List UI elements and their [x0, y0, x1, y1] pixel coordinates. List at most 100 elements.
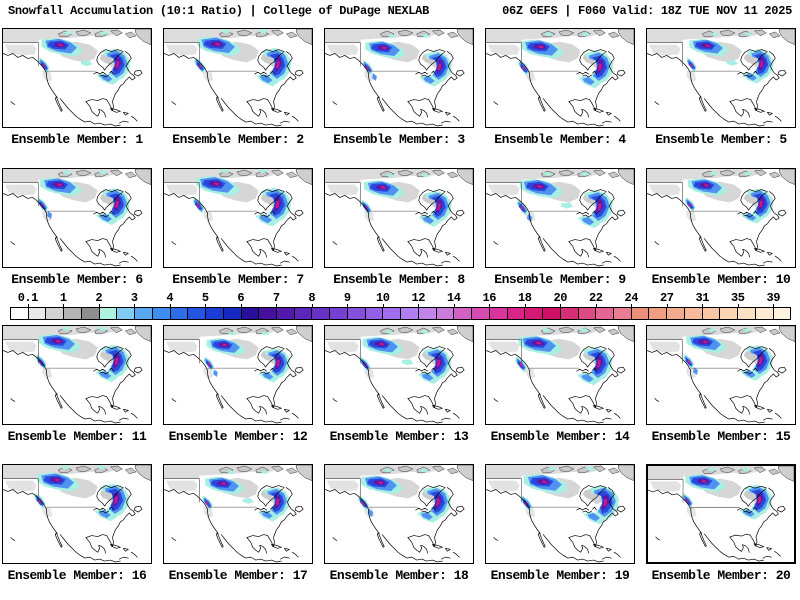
colorbar-cell — [99, 308, 118, 319]
ensemble-panel: Ensemble Member: 8 — [324, 168, 474, 287]
ensemble-panel: Ensemble Member: 2 — [163, 28, 313, 147]
snowfall-map — [485, 464, 635, 564]
snowfall-map — [163, 464, 313, 564]
colorbar-cell — [436, 308, 455, 319]
colorbar-tick-label: 6 — [237, 291, 245, 305]
snowfall-map — [2, 28, 152, 128]
colorbar-cell — [81, 308, 100, 319]
colorbar-cell — [64, 308, 82, 319]
snowfall-map — [163, 168, 313, 268]
colorbar-tick — [489, 304, 491, 307]
snowfall-map — [646, 325, 796, 425]
panel-label: Ensemble Member: 6 — [11, 272, 143, 287]
colorbar-tick-label: 9 — [343, 291, 351, 305]
ensemble-panel: Ensemble Member: 5 — [646, 28, 796, 147]
colorbar-cell — [365, 308, 384, 319]
panel-label: Ensemble Member: 12 — [168, 429, 308, 444]
colorbar-cell — [667, 308, 685, 319]
colorbar-cell — [152, 308, 171, 319]
colorbar-tick-label: 27 — [660, 291, 674, 305]
colorbar-tick-label: 0.1 — [17, 291, 39, 305]
colorbar-tick — [347, 304, 349, 307]
colorbar-tick-label: 4 — [166, 291, 174, 305]
colorbar-tick — [205, 304, 207, 307]
title-right: 06Z GEFS | F060 Valid: 18Z TUE NOV 11 20… — [502, 4, 792, 18]
colorbar-cell — [294, 308, 313, 319]
colorbar-cell — [543, 308, 561, 319]
ensemble-panel: Ensemble Member: 14 — [485, 325, 635, 444]
ensemble-panel: Ensemble Member: 1 — [2, 28, 152, 147]
snowfall-map — [646, 168, 796, 268]
colorbar-tick-label: 22 — [589, 291, 603, 305]
colorbar-cell — [117, 308, 136, 319]
colorbar-tick-label: 39 — [766, 291, 781, 305]
ensemble-panel: Ensemble Member: 16 — [2, 464, 152, 583]
panel-label: Ensemble Member: 14 — [490, 429, 630, 444]
colorbar-cell — [684, 308, 703, 319]
panel-label: Ensemble Member: 1 — [11, 132, 143, 147]
snowfall-map — [2, 168, 152, 268]
colorbar-cell — [596, 308, 614, 319]
ensemble-panel: Ensemble Member: 19 — [485, 464, 635, 583]
ensemble-row-4: Ensemble Member: 16 — [2, 464, 796, 583]
snowfall-map — [324, 464, 474, 564]
ensemble-panel: Ensemble Member: 6 — [2, 168, 152, 287]
colorbar-cell — [773, 308, 791, 319]
colorbar-cell — [347, 308, 366, 319]
colorbar-tick — [453, 304, 455, 307]
ensemble-panel: Ensemble Member: 18 — [324, 464, 474, 583]
panel-label: Ensemble Member: 2 — [172, 132, 304, 147]
colorbar-tick — [276, 304, 278, 307]
colorbar: 0.1 1 2 3 4 5 6 7 8 9 10 12 14 16 18 20 22 24 27 31 35 39 — [10, 291, 791, 320]
ensemble-panel: Ensemble Member: 11 — [2, 325, 152, 444]
colorbar-cell — [720, 308, 739, 319]
colorbar-cell — [578, 308, 597, 319]
panel-label: Ensemble Member: 4 — [494, 132, 626, 147]
snowfall-map — [324, 325, 474, 425]
colorbar-tick-label: 14 — [447, 291, 461, 305]
colorbar-cell — [223, 308, 242, 319]
title-left: Snowfall Accumulation (10:1 Ratio) | Col… — [8, 4, 429, 18]
colorbar-tick-label: 35 — [731, 291, 745, 305]
snowfall-map — [163, 325, 313, 425]
colorbar-tick — [737, 304, 739, 307]
panel-label: Ensemble Member: 20 — [651, 568, 791, 583]
colorbar-tick-label: 10 — [376, 291, 390, 305]
colorbar-cell — [489, 308, 508, 319]
colorbar-tick-label: 18 — [518, 291, 532, 305]
colorbar-tick — [666, 304, 668, 307]
colorbar-tick-label: 8 — [308, 291, 316, 305]
colorbar-cell — [631, 308, 650, 319]
colorbar-cell — [312, 308, 331, 319]
colorbar-tick-label: 31 — [695, 291, 710, 305]
snowfall-map — [485, 168, 635, 268]
colorbar-cell — [241, 308, 260, 319]
colorbar-tick — [382, 304, 384, 307]
colorbar-tick — [98, 304, 100, 307]
panel-label: Ensemble Member: 8 — [333, 272, 465, 287]
colorbar-cell — [418, 308, 437, 319]
panel-label: Ensemble Member: 7 — [172, 272, 304, 287]
colorbar-tick — [560, 304, 562, 307]
panel-label: Ensemble Member: 9 — [494, 272, 626, 287]
colorbar-cell — [472, 308, 490, 319]
panel-label: Ensemble Member: 3 — [333, 132, 465, 147]
colorbar-tick-label: 7 — [272, 291, 280, 305]
colorbar-tick — [773, 304, 775, 307]
ensemble-row-3: Ensemble Member: 11 — [2, 325, 796, 444]
colorbar-cell — [28, 308, 47, 319]
colorbar-tick — [311, 304, 313, 307]
panel-label: Ensemble Member: 17 — [168, 568, 308, 583]
snowfall-map — [485, 325, 635, 425]
panel-label: Ensemble Member: 18 — [329, 568, 469, 583]
colorbar-cell — [401, 308, 419, 319]
colorbar-tick — [63, 304, 65, 307]
colorbar-tick — [27, 304, 29, 307]
colorbar-tick-label: 5 — [201, 291, 209, 305]
ensemble-panel: Ensemble Member: 3 — [324, 28, 474, 147]
colorbar-tick-label: 16 — [482, 291, 497, 305]
colorbar-cell — [755, 308, 774, 319]
colorbar-tick-label: 12 — [411, 291, 426, 305]
panel-label: Ensemble Member: 10 — [651, 272, 791, 287]
colorbar-cell — [259, 308, 278, 319]
